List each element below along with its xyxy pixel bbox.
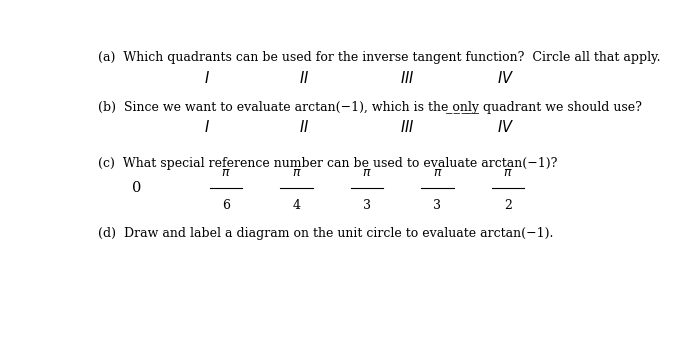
Text: $III$: $III$: [400, 119, 415, 134]
Text: 2: 2: [504, 199, 512, 212]
Text: 0: 0: [132, 181, 141, 195]
Text: $IV$: $IV$: [496, 119, 514, 134]
Text: $I$: $I$: [204, 70, 210, 86]
Text: $\pi$: $\pi$: [433, 166, 442, 179]
Text: $II$: $II$: [300, 119, 309, 134]
Text: $\pi$: $\pi$: [503, 166, 513, 179]
Text: 3: 3: [433, 199, 442, 212]
Text: $\pi$: $\pi$: [221, 166, 231, 179]
Text: (a)  Which quadrants can be used for the inverse tangent function?  Circle all t: (a) Which quadrants can be used for the …: [98, 51, 661, 64]
Text: (d)  Draw and label a diagram on the unit circle to evaluate arctan(−1).: (d) Draw and label a diagram on the unit…: [98, 227, 554, 240]
Text: 3: 3: [363, 199, 371, 212]
Text: $I$: $I$: [204, 119, 210, 134]
Text: $\pi$: $\pi$: [291, 166, 301, 179]
Text: $III$: $III$: [400, 70, 415, 86]
Text: 6: 6: [222, 199, 230, 212]
Text: 4: 4: [293, 199, 300, 212]
Text: $II$: $II$: [300, 70, 309, 86]
Text: $IV$: $IV$: [496, 70, 514, 86]
Text: (b)  Since we want to evaluate arctan(−1), which is the ̲o̲n̲l̲y̲ quadrant we sh: (b) Since we want to evaluate arctan(−1)…: [98, 101, 642, 114]
Text: (c)  What special reference number can be used to evaluate arctan(−1)?: (c) What special reference number can be…: [98, 157, 558, 170]
Text: $\pi$: $\pi$: [362, 166, 372, 179]
